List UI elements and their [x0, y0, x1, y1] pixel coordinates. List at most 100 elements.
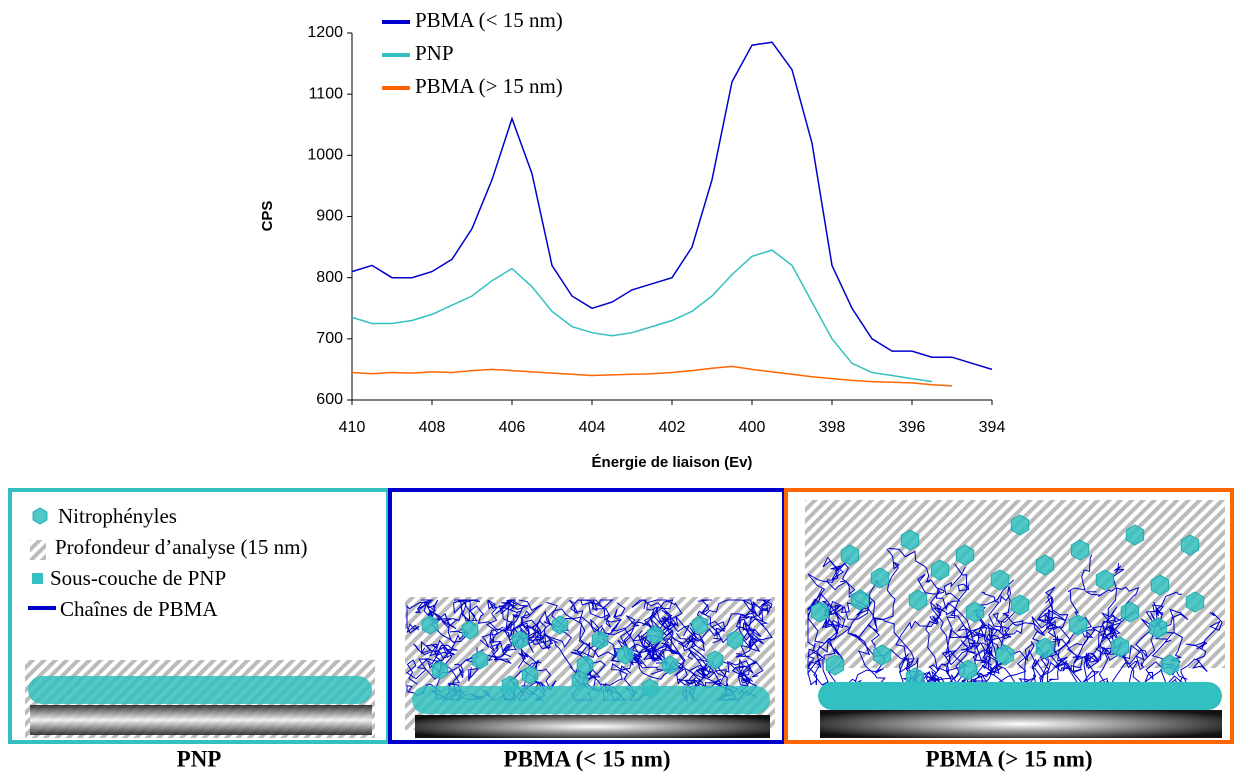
- pbma-chain: [1095, 563, 1128, 686]
- pbma-chain: [806, 579, 884, 686]
- pbma-chain: [632, 630, 686, 671]
- nitrophenyl: [646, 625, 664, 645]
- pbma-chain: [807, 588, 836, 686]
- pbma-chain: [696, 599, 773, 644]
- series-line: [351, 41, 993, 371]
- pbma-chain: [511, 599, 554, 650]
- x-axis-label: Énergie de liaison (Ev): [592, 454, 753, 471]
- y-tick-label: 700: [316, 330, 343, 347]
- y-tick-label: 800: [316, 269, 343, 286]
- pbma-chain: [1033, 609, 1066, 686]
- nitrophenyl: [965, 601, 985, 623]
- pbma-chain: [969, 609, 1036, 686]
- nitrophenyl: [840, 544, 860, 566]
- pbma-chain: [1081, 606, 1140, 686]
- substrate: [30, 705, 372, 735]
- pbma-chain: [1047, 629, 1097, 686]
- panel-caption: PBMA (< 15 nm): [503, 746, 670, 771]
- diagram-legend-label: Chaînes de PBMA: [60, 597, 218, 621]
- pbma-chain: [956, 579, 1015, 686]
- pbma-chain: [687, 627, 727, 685]
- pbma-chain: [631, 630, 670, 675]
- x-tick-label: 404: [579, 419, 606, 436]
- x-tick-label: 406: [499, 419, 526, 436]
- legend-label: PBMA (> 15 nm): [415, 74, 563, 98]
- nitrophenyl: [1068, 614, 1088, 636]
- pbma-chain: [807, 556, 851, 686]
- pbma-chain: [975, 610, 1024, 686]
- nitrophenyl: [431, 660, 449, 680]
- diagram: PNP PBMA (< 15 nm) PBMA (> 15 nm) Nitrophén…: [8, 488, 1234, 771]
- x-tick-label: 394: [979, 419, 1006, 436]
- x-tick-label: 400: [739, 419, 766, 436]
- x-tick-label: 396: [899, 419, 926, 436]
- x-tick-label: 408: [419, 419, 446, 436]
- legend-label: PBMA (< 15 nm): [415, 8, 563, 32]
- diagram-legend-label: Nitrophényles: [58, 504, 177, 528]
- pbma-chain: [687, 613, 764, 653]
- legend-pnp-icon: [32, 573, 43, 584]
- nitrophenyl: [591, 630, 609, 650]
- series-line: [351, 365, 953, 387]
- pnp-layer: [412, 686, 770, 714]
- legend-depth-icon: [30, 540, 46, 560]
- pbma-chain: [1054, 619, 1117, 686]
- pbma-chain: [631, 599, 674, 637]
- pbma-chain: [917, 573, 975, 686]
- nitrophenyl: [1148, 617, 1168, 639]
- nitrophenyl: [900, 529, 920, 551]
- nitrophenyl: [1125, 524, 1145, 546]
- nitrophenyl: [1180, 534, 1200, 556]
- pbma-chain: [430, 605, 504, 643]
- nitrophenyl: [551, 615, 569, 635]
- panel-frame: [784, 488, 1234, 744]
- y-axis-label: CPS: [259, 201, 276, 232]
- nitrophenyl: [1185, 591, 1205, 613]
- nitrophenyl: [616, 645, 634, 665]
- nitrophenyl: [706, 650, 724, 670]
- pbma-chain: [735, 617, 773, 678]
- nitrophenyl: [1160, 654, 1180, 676]
- pbma-chain: [568, 599, 611, 650]
- pbma-chain: [413, 630, 468, 659]
- diagram-legend-label: Sous-couche de PNP: [50, 566, 226, 590]
- x-tick-label: 402: [659, 419, 686, 436]
- diagram-legend-label: Profondeur d’analyse (15 nm): [55, 535, 308, 559]
- y-tick-label: 900: [316, 208, 343, 225]
- pbma-chain: [1031, 586, 1071, 686]
- pbma-chain: [406, 599, 434, 634]
- pbma-chain: [423, 599, 457, 644]
- nitrophenyl: [1035, 637, 1055, 659]
- panel-caption: PBMA (> 15 nm): [925, 746, 1092, 771]
- y-tick-label: 1000: [307, 147, 343, 164]
- nitrophenyl: [461, 620, 479, 640]
- nitrophenyl: [726, 630, 744, 650]
- nitrophenyl: [421, 615, 439, 635]
- pbma-chain: [980, 624, 1040, 686]
- nitrophenyl: [825, 654, 845, 676]
- nitrophenyl: [32, 507, 48, 525]
- series-line: [351, 249, 933, 383]
- substrate: [820, 710, 1222, 738]
- y-tick-label: 600: [316, 391, 343, 408]
- pbma-chain: [588, 599, 626, 632]
- substrate: [415, 715, 770, 738]
- x-tick-label: 410: [339, 419, 366, 436]
- nitrophenyl: [661, 655, 679, 675]
- nitrophenyl: [1035, 554, 1055, 576]
- pnp-layer: [28, 676, 372, 704]
- nitrophenyl: [691, 615, 709, 635]
- pbma-chain: [814, 618, 852, 686]
- pbma-chain: [959, 591, 1011, 686]
- pbma-chain: [573, 634, 660, 663]
- pbma-chain: [479, 604, 525, 648]
- nitrophenyl: [1010, 514, 1030, 536]
- nitrophenyl: [511, 630, 529, 650]
- nitrophenyl: [1110, 636, 1130, 658]
- pbma-chain: [631, 599, 683, 631]
- nitrophenyl: [1150, 574, 1170, 596]
- pbma-chain: [918, 566, 966, 686]
- x-tick-label: 398: [819, 419, 846, 436]
- pnp-layer: [818, 682, 1222, 710]
